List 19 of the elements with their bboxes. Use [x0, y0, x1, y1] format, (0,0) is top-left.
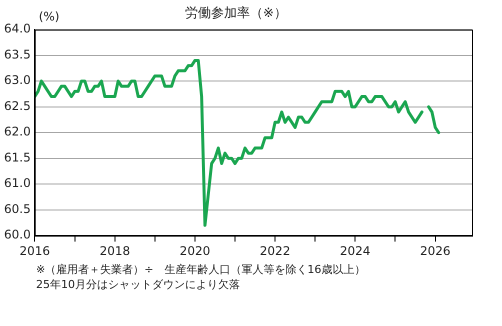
x-tick-label: 2024 [340, 244, 370, 258]
x-tick-label: 2026 [420, 244, 451, 258]
y-tick-label: 64.0 [4, 22, 31, 36]
y-axis-title: (%) [38, 10, 60, 24]
chart-title: 労働参加率（※） [185, 5, 287, 22]
y-tick-label: 62.0 [4, 124, 31, 139]
x-tick-label: 2016 [19, 244, 50, 258]
y-tick-label: 60.5 [4, 202, 31, 216]
y-tick-label: 63.0 [4, 73, 31, 88]
y-tick-label: 62.5 [4, 98, 31, 113]
y-tick-label: 63.5 [4, 47, 31, 62]
x-tick-label: 2020 [180, 244, 210, 258]
x-tick-label: 2022 [260, 244, 290, 258]
y-tick-label: 61.5 [4, 150, 31, 164]
text: ※（雇用者＋失業者）÷ 生産年齢人口（軍人等を除く16歳以上） [36, 262, 366, 277]
x-tick-label: 2018 [100, 244, 130, 258]
y-tick-label: 60.0 [4, 228, 31, 242]
text: 25年10月分はシャットダウンにより欠落 [36, 277, 241, 292]
y-tick-label: 61.0 [4, 176, 31, 190]
